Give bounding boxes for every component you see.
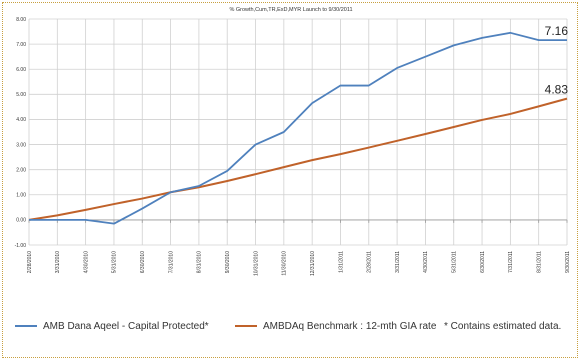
- x-tick-label-9: 11/30/2010: [282, 251, 288, 276]
- gridlines: [28, 18, 568, 246]
- x-tick-label-8: 10/31/2010: [253, 251, 259, 276]
- end-value-label-0: 7.16: [545, 24, 569, 38]
- x-tick-label-6: 8/31/2010: [197, 251, 203, 273]
- y-tick-label-5: 4.00: [16, 117, 26, 123]
- x-tick-label-5: 7/31/2010: [168, 251, 174, 273]
- y-tick-label-1: 0.00: [16, 218, 26, 224]
- chart-frame: % Growth,Cum,TR,ExD,MYR Launch to 9/30/2…: [2, 2, 578, 358]
- x-tick-label-16: 6/30/2011: [480, 251, 486, 273]
- x-tick-label-11: 1/31/2011: [338, 251, 344, 273]
- x-axis-ticks: 2/28/2010 3/31/2010 4/30/2010 5/31/2010 6/30…: [27, 251, 571, 276]
- series-line-1: [28, 97, 568, 221]
- y-tick-label-7: 6.00: [16, 67, 26, 73]
- y-tick-label-0: -1.00: [15, 243, 27, 249]
- x-tick-label-18: 8/31/2011: [536, 251, 542, 273]
- y-tick-label-2: 1.00: [16, 193, 26, 199]
- x-tick-label-4: 6/30/2010: [140, 251, 146, 273]
- legend-label-fund: AMB Dana Aqeel - Capital Protected*: [43, 321, 209, 332]
- end-value-label-1: 4.83: [545, 83, 569, 97]
- y-tick-label-9: 8.00: [16, 17, 26, 23]
- x-tick-label-14: 4/30/2011: [423, 251, 429, 273]
- y-tick-label-3: 2.00: [16, 167, 26, 173]
- y-axis-ticks: -1.00 0.00 1.00 2.00 3.00 4.00 5.00 6.00 7.00 8.0…: [15, 17, 27, 249]
- legend: AMB Dana Aqeel - Capital Protected* AMBD…: [15, 321, 561, 332]
- y-tick-label-4: 3.00: [16, 142, 26, 148]
- x-tick-label-15: 5/31/2011: [452, 251, 458, 273]
- y-tick-label-6: 5.00: [16, 92, 26, 98]
- chart-title: % Growth,Cum,TR,ExD,MYR Launch to 9/30/2…: [229, 7, 352, 13]
- x-tick-label-0: 2/28/2010: [27, 251, 33, 273]
- end-value-labels: 7.16 4.83: [545, 24, 569, 97]
- x-tick-label-13: 3/31/2011: [395, 251, 401, 273]
- legend-label-benchmark: AMBDAq Benchmark : 12-mth GIA rate: [263, 321, 437, 332]
- y-tick-label-8: 7.00: [16, 42, 26, 48]
- x-tick-label-17: 7/31/2011: [508, 251, 514, 273]
- x-tick-label-10: 12/31/2010: [310, 251, 316, 276]
- x-tick-label-3: 5/31/2010: [112, 251, 118, 273]
- series-lines: [28, 31, 568, 225]
- x-tick-label-1: 3/31/2010: [55, 251, 61, 273]
- x-tick-label-2: 4/30/2010: [83, 251, 89, 273]
- series-line-0: [29, 31, 567, 225]
- estimated-data-footnote: * Contains estimated data.: [444, 321, 561, 332]
- x-tick-label-7: 9/30/2010: [225, 251, 231, 273]
- x-tick-label-12: 2/28/2011: [367, 251, 373, 273]
- x-tick-label-19: 9/30/2011: [565, 251, 571, 273]
- line-chart: % Growth,Cum,TR,ExD,MYR Launch to 9/30/2…: [15, 7, 571, 332]
